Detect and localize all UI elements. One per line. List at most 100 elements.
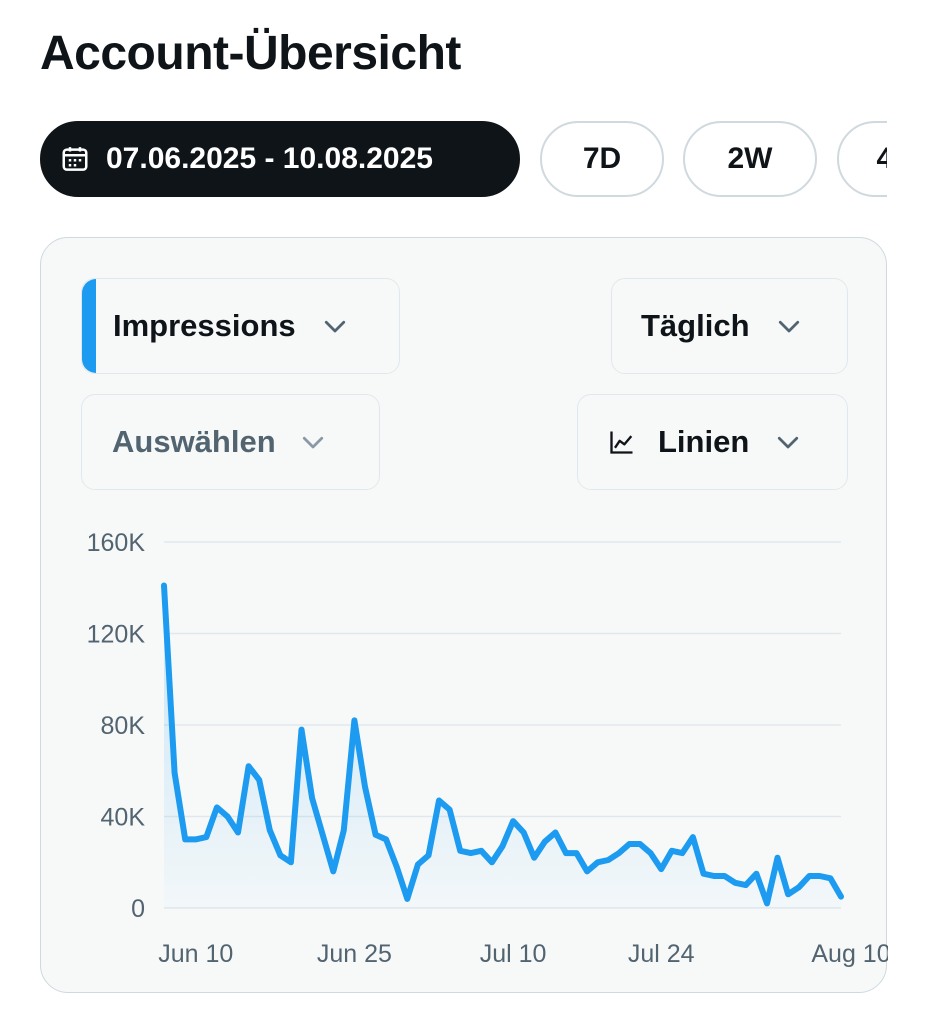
chart-data-point (563, 850, 569, 856)
chart-data-point (161, 583, 167, 588)
chart-data-point (775, 855, 780, 861)
chart-data-point (701, 871, 706, 877)
metric-color-indicator (82, 279, 96, 373)
chart-y-tick-label: 0 (131, 895, 145, 923)
date-range-strip: 07.06.2025 - 10.08.2025 7D 2W 4W (40, 121, 887, 199)
chart-data-point (521, 830, 527, 835)
chart-data-point (605, 857, 611, 863)
chart-data-point (722, 873, 728, 879)
calendar-icon (60, 144, 90, 174)
chart-x-tick-label: Jul 10 (480, 940, 547, 968)
chevron-down-icon (773, 427, 803, 457)
chart-data-point (531, 855, 537, 861)
compare-select[interactable]: Auswählen (81, 394, 380, 490)
chevron-down-icon (320, 311, 350, 341)
chart-data-point (595, 859, 601, 865)
chart-data-point (827, 875, 833, 881)
chart-data-point (658, 866, 664, 872)
interval-select[interactable]: Täglich (611, 278, 848, 374)
chart-data-point (447, 807, 453, 813)
chart-data-point (288, 859, 294, 865)
chart-x-tick-label: Jul 24 (628, 940, 695, 968)
chart-x-tick-label: Jun 25 (317, 940, 392, 968)
chart-data-point (214, 804, 220, 810)
chart-data-point (648, 850, 654, 856)
chart-x-tick-label: Jun 10 (158, 940, 233, 968)
chart-x-axis: Jun 10 Jun 25 Jul 10 Jul 24 Aug 10 (158, 940, 888, 968)
metric-select-label: Impressions (113, 308, 296, 343)
analytics-card: Impressions Täglich Auswählen Linien (40, 237, 888, 993)
interval-select-label: Täglich (641, 308, 750, 343)
chart-data-point (404, 896, 410, 902)
chart-y-tick-label: 160K (87, 529, 146, 557)
chart-data-point (542, 839, 548, 845)
chart-data-point (415, 862, 421, 867)
chart-data-point (626, 841, 632, 847)
chart-data-point (362, 784, 368, 790)
chart-data-point (838, 894, 844, 900)
chart-data-point (764, 900, 770, 906)
chart-data-point (584, 868, 590, 874)
metric-select[interactable]: Impressions (81, 278, 400, 374)
chart-data-point (489, 859, 495, 865)
chart-y-tick-label: 40K (101, 804, 146, 832)
chart-data-point (246, 763, 252, 769)
chart-data-point (320, 832, 326, 838)
chart-area-fill (164, 585, 841, 908)
chart-x-tick-label: Aug 10 (811, 940, 888, 968)
chart-type-select-label: Linien (658, 424, 750, 459)
preset-2w-button[interactable]: 2W (683, 121, 817, 197)
chart-data-point (267, 827, 273, 833)
chart-data-point (753, 871, 759, 877)
chart-data-point (277, 852, 283, 858)
chart-data-points (161, 583, 844, 906)
chart-data-point (203, 834, 209, 840)
chevron-down-icon (298, 427, 328, 457)
chevron-down-icon (774, 311, 804, 341)
chart-data-point (351, 717, 357, 723)
chart-data-point (193, 836, 199, 842)
chart-data-point (637, 841, 643, 847)
chart-data-point (457, 848, 463, 854)
chart-data-point (817, 873, 823, 879)
chart-data-point (616, 850, 622, 856)
preset-4w-button[interactable]: 4W (837, 121, 887, 197)
chart-data-point (806, 873, 812, 879)
date-range-picker-button[interactable]: 07.06.2025 - 10.08.2025 (40, 121, 520, 197)
chart-y-tick-label: 120K (87, 621, 146, 649)
chart-data-point (182, 836, 188, 842)
chart-data-point (468, 850, 474, 856)
chart-data-point (373, 832, 379, 838)
chart-data-point (711, 873, 717, 879)
chart-data-point (679, 850, 685, 856)
date-range-label: 07.06.2025 - 10.08.2025 (106, 142, 433, 175)
chart-type-select[interactable]: Linien (577, 394, 848, 490)
chart-data-point (743, 882, 749, 888)
impressions-chart: 0 40K 80K 120K 160K Jun 10 Jun 25 Jul 10 Jul 24… (87, 529, 888, 968)
chart-data-point (426, 852, 431, 858)
chart-data-point (500, 843, 505, 849)
chart-y-tick-label: 80K (101, 712, 146, 740)
compare-select-label: Auswählen (112, 424, 276, 459)
chart-data-point (785, 891, 791, 897)
chart-data-point (172, 770, 178, 776)
chart-data-point (732, 880, 738, 886)
page-title: Account-Übersicht (40, 27, 461, 80)
chart-data-point (309, 795, 315, 801)
chart-data-point (552, 830, 558, 835)
chart-data-point (235, 830, 241, 835)
line-chart-icon (608, 428, 636, 456)
chart-data-point (225, 814, 230, 819)
chart-data-point (256, 777, 262, 783)
chart-data-point (330, 868, 336, 874)
chart-data-point (669, 848, 675, 854)
chart-data-point (690, 834, 696, 840)
chart-data-point (341, 827, 347, 833)
chart-data-point (796, 884, 802, 890)
chart-data-point (478, 848, 484, 854)
chart-data-point (394, 864, 400, 870)
chart-data-point (574, 850, 579, 856)
chart-y-axis: 0 40K 80K 120K 160K (87, 529, 146, 923)
preset-7d-button[interactable]: 7D (540, 121, 664, 197)
chart-data-point (383, 836, 389, 842)
